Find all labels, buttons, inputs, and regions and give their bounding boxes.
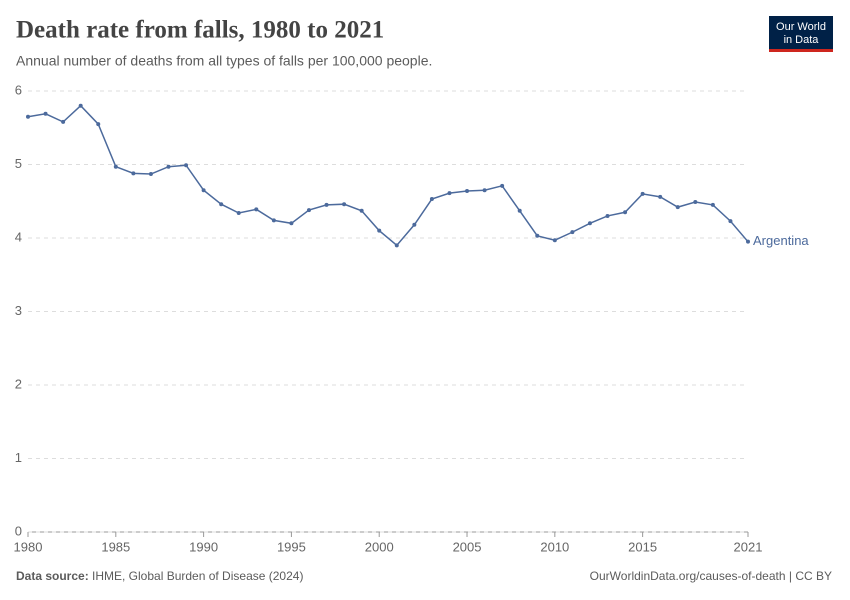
x-tick-label: 2000: [365, 539, 394, 554]
point: [447, 191, 452, 196]
point: [710, 202, 715, 207]
point: [605, 213, 610, 218]
point: [359, 208, 364, 213]
y-tick-label: 0: [15, 523, 22, 538]
point: [26, 114, 30, 119]
point: [429, 197, 434, 202]
point: [465, 188, 470, 193]
point: [658, 194, 663, 199]
x-tick-label: 1985: [101, 539, 130, 554]
point: [271, 218, 276, 223]
x-tick-label: 1995: [277, 539, 306, 554]
y-tick-label: 3: [15, 303, 22, 318]
point: [61, 119, 66, 124]
point: [500, 183, 505, 188]
point: [148, 172, 153, 177]
line: [27, 104, 749, 247]
point: [517, 208, 522, 213]
point: [306, 208, 311, 213]
y-tick-label: 1: [15, 450, 22, 465]
point: [623, 210, 628, 215]
point: [693, 199, 698, 204]
y-tick-label: 5: [15, 156, 22, 171]
logo-text: in Data: [784, 34, 820, 46]
logo[interactable]: Our World in Data: [769, 16, 833, 52]
point: [342, 202, 347, 207]
point: [96, 122, 101, 127]
point: [587, 221, 592, 226]
x-tick-label: 1980: [14, 539, 43, 554]
point: [236, 211, 241, 216]
point: [201, 188, 206, 193]
point: [675, 205, 680, 210]
logo-box: [769, 16, 833, 52]
point: [324, 202, 329, 207]
point: [43, 111, 48, 116]
credit[interactable]: OurWorldinData.org/causes-of-death | CC …: [590, 569, 832, 583]
source-label: Data source:: [16, 569, 89, 583]
point: [570, 230, 575, 235]
chart-title: Death rate from falls, 1980 to 2021: [16, 17, 384, 44]
point: [640, 191, 645, 196]
point: [728, 219, 733, 224]
logo-bar: [769, 49, 833, 52]
point: [131, 171, 136, 176]
source: IHME, Global Burden of Disease (2024): [92, 569, 303, 583]
point: [746, 239, 750, 244]
point: [219, 202, 224, 207]
point: [482, 188, 487, 193]
x-tick-label: 2005: [453, 539, 482, 554]
point: [289, 221, 294, 226]
x-tick-label: 2015: [628, 539, 657, 554]
point: [552, 238, 557, 243]
series-label: Argentina: [753, 233, 809, 248]
point: [113, 164, 118, 169]
x-tick-label: 2021: [734, 539, 763, 554]
logo-text: Our World: [776, 21, 826, 33]
y-tick-label: 2: [15, 376, 22, 391]
x-tick-label: 2010: [540, 539, 569, 554]
point: [254, 207, 259, 212]
point: [412, 222, 417, 227]
point: [184, 163, 189, 168]
x-tick-label: 1990: [189, 539, 218, 554]
y-tick-label: 4: [15, 229, 22, 244]
point: [535, 233, 540, 238]
point: [78, 103, 83, 108]
chart-subtitle: Annual number of deaths from all types o…: [16, 53, 432, 69]
point: [166, 164, 171, 169]
y-tick-label: 6: [15, 82, 22, 97]
point: [394, 243, 399, 248]
point: [377, 228, 382, 233]
